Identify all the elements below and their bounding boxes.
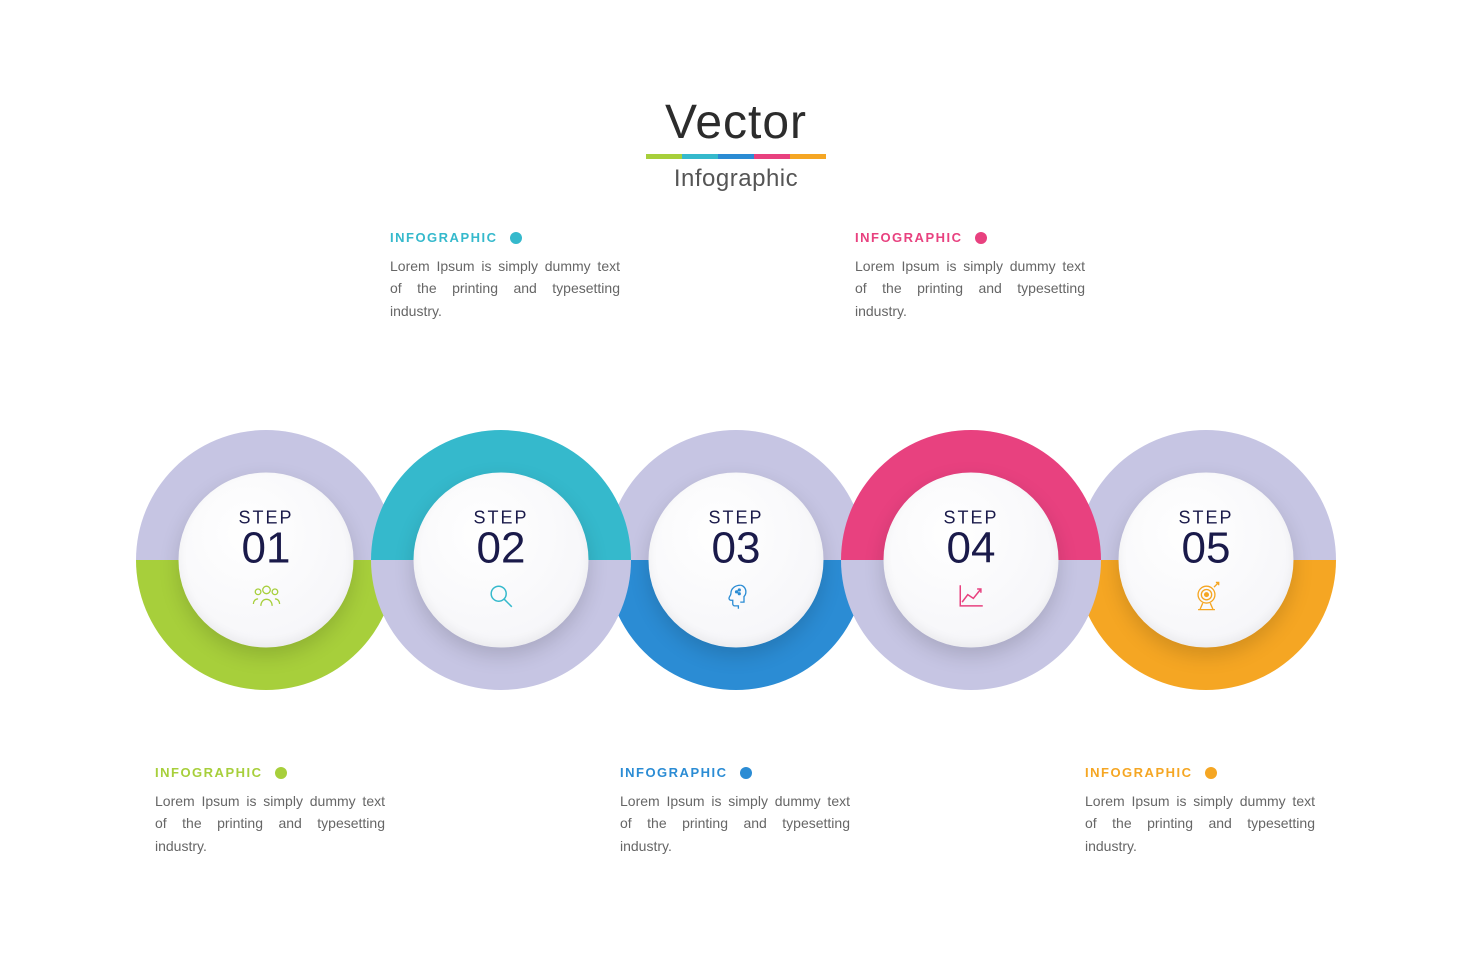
- dot-icon: [510, 232, 522, 244]
- text-heading-label: INFOGRAPHIC: [1085, 765, 1193, 780]
- text-body: Lorem Ipsum is simply dummy text of the …: [1085, 790, 1315, 857]
- text-body: Lorem Ipsum is simply dummy text of the …: [390, 255, 620, 322]
- text-heading: INFOGRAPHIC: [620, 765, 850, 780]
- text-heading: INFOGRAPHIC: [855, 230, 1085, 245]
- dot-icon: [740, 767, 752, 779]
- step-circle-01: STEP01: [179, 473, 354, 648]
- steps-row: STEP01 STEP02 STEP03 STEP04 STEP05: [136, 430, 1336, 690]
- people-icon: [250, 581, 282, 613]
- step-ring-04: STEP04: [841, 430, 1101, 690]
- dot-icon: [275, 767, 287, 779]
- step-text-04: INFOGRAPHIC Lorem Ipsum is simply dummy t…: [855, 230, 1085, 322]
- step-circle-04: STEP04: [884, 473, 1059, 648]
- step-number: 05: [1182, 527, 1231, 571]
- text-heading-label: INFOGRAPHIC: [155, 765, 263, 780]
- step-ring-03: STEP03: [606, 430, 866, 690]
- text-heading: INFOGRAPHIC: [390, 230, 620, 245]
- text-heading: INFOGRAPHIC: [1085, 765, 1315, 780]
- search-icon: [485, 581, 517, 613]
- step-circle-05: STEP05: [1119, 473, 1294, 648]
- step-number: 01: [242, 527, 291, 571]
- text-heading-label: INFOGRAPHIC: [620, 765, 728, 780]
- step-ring-02: STEP02: [371, 430, 631, 690]
- text-body: Lorem Ipsum is simply dummy text of the …: [620, 790, 850, 857]
- page-subtitle: Infographic: [646, 165, 826, 193]
- chart-icon: [955, 581, 987, 613]
- step-number: 02: [477, 527, 526, 571]
- step-number: 04: [947, 527, 996, 571]
- dot-icon: [1205, 767, 1217, 779]
- target-icon: [1190, 581, 1222, 613]
- brain-icon: [720, 581, 752, 613]
- step-text-01: INFOGRAPHIC Lorem Ipsum is simply dummy t…: [155, 765, 385, 857]
- step-ring-05: STEP05: [1076, 430, 1336, 690]
- header: Vector Infographic: [646, 95, 826, 193]
- dot-icon: [975, 232, 987, 244]
- step-text-02: INFOGRAPHIC Lorem Ipsum is simply dummy t…: [390, 230, 620, 322]
- text-body: Lorem Ipsum is simply dummy text of the …: [155, 790, 385, 857]
- page-title: Vector: [646, 95, 826, 150]
- step-text-03: INFOGRAPHIC Lorem Ipsum is simply dummy t…: [620, 765, 850, 857]
- text-heading-label: INFOGRAPHIC: [855, 230, 963, 245]
- text-heading: INFOGRAPHIC: [155, 765, 385, 780]
- step-text-05: INFOGRAPHIC Lorem Ipsum is simply dummy t…: [1085, 765, 1315, 857]
- header-color-bar: [646, 154, 826, 159]
- step-circle-02: STEP02: [414, 473, 589, 648]
- step-ring-01: STEP01: [136, 430, 396, 690]
- text-heading-label: INFOGRAPHIC: [390, 230, 498, 245]
- text-body: Lorem Ipsum is simply dummy text of the …: [855, 255, 1085, 322]
- step-number: 03: [712, 527, 761, 571]
- step-circle-03: STEP03: [649, 473, 824, 648]
